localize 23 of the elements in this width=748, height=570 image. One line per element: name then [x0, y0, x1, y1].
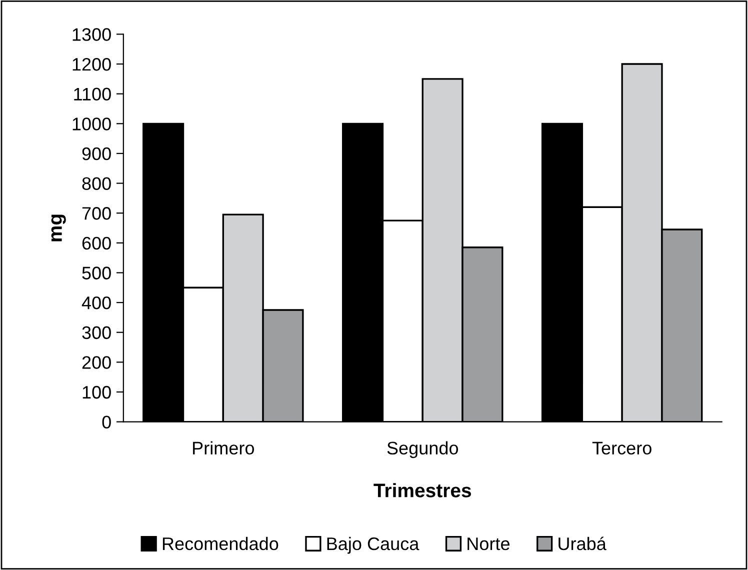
y-tick-label: 1100	[74, 88, 111, 101]
y-tick-label: 100	[82, 386, 111, 399]
legend-label: Recomendado	[162, 536, 278, 550]
y-tick-label: 1300	[72, 28, 111, 41]
y-tick-label: 300	[82, 326, 111, 340]
y-tick-label: 600	[82, 236, 111, 250]
x-tick-label: Primero	[193, 441, 254, 455]
legend-label: Norte	[468, 538, 510, 550]
y-tick-label: 400	[82, 296, 111, 310]
y-tick-label: 1000	[72, 118, 111, 130]
x-tick-label: Tercero	[592, 442, 652, 455]
legend-label: Bajo Cauca	[327, 536, 420, 554]
y-tick-label: 1200	[72, 58, 111, 71]
y-tick-label: 500	[82, 266, 111, 280]
y-axis-title: mg	[51, 214, 66, 242]
y-tick-label: 0	[102, 416, 111, 429]
y-tick-label: 200	[82, 356, 111, 369]
y-tick-label: 800	[82, 177, 111, 190]
y-tick-label: 900	[82, 147, 111, 160]
legend-label: Urabá	[558, 536, 606, 550]
y-tick-label: 700	[82, 207, 111, 220]
x-tick-label: Segundo	[387, 441, 458, 458]
x-axis-title: Trimestres	[374, 483, 472, 498]
